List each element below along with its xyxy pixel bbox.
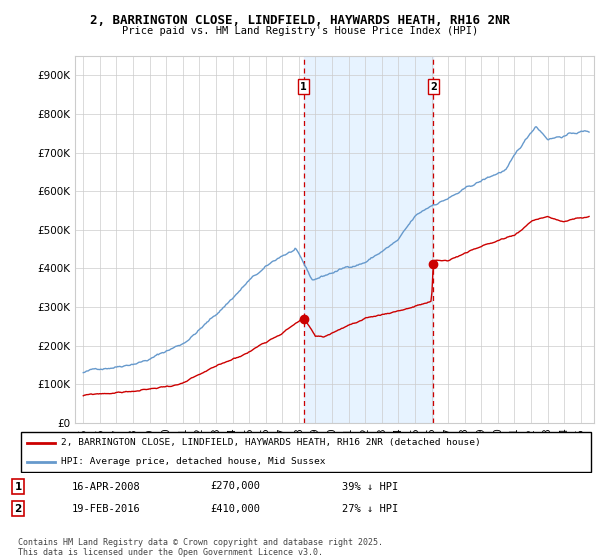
Text: 16-APR-2008: 16-APR-2008: [72, 482, 141, 492]
Text: £270,000: £270,000: [210, 482, 260, 492]
Text: £410,000: £410,000: [210, 504, 260, 514]
Text: 1: 1: [300, 82, 307, 92]
Text: 27% ↓ HPI: 27% ↓ HPI: [342, 504, 398, 514]
Text: 2, BARRINGTON CLOSE, LINDFIELD, HAYWARDS HEATH, RH16 2NR (detached house): 2, BARRINGTON CLOSE, LINDFIELD, HAYWARDS…: [61, 438, 481, 447]
Text: Contains HM Land Registry data © Crown copyright and database right 2025.
This d: Contains HM Land Registry data © Crown c…: [18, 538, 383, 557]
Bar: [304, 56, 433, 423]
Text: Price paid vs. HM Land Registry's House Price Index (HPI): Price paid vs. HM Land Registry's House …: [122, 26, 478, 36]
Text: 39% ↓ HPI: 39% ↓ HPI: [342, 482, 398, 492]
Text: 2, BARRINGTON CLOSE, LINDFIELD, HAYWARDS HEATH, RH16 2NR: 2, BARRINGTON CLOSE, LINDFIELD, HAYWARDS…: [90, 14, 510, 27]
Text: 2: 2: [430, 82, 437, 92]
FancyBboxPatch shape: [21, 432, 591, 473]
Text: HPI: Average price, detached house, Mid Sussex: HPI: Average price, detached house, Mid …: [61, 458, 326, 466]
Text: 1: 1: [14, 482, 22, 492]
Text: 19-FEB-2016: 19-FEB-2016: [72, 504, 141, 514]
Text: 2: 2: [14, 504, 22, 514]
